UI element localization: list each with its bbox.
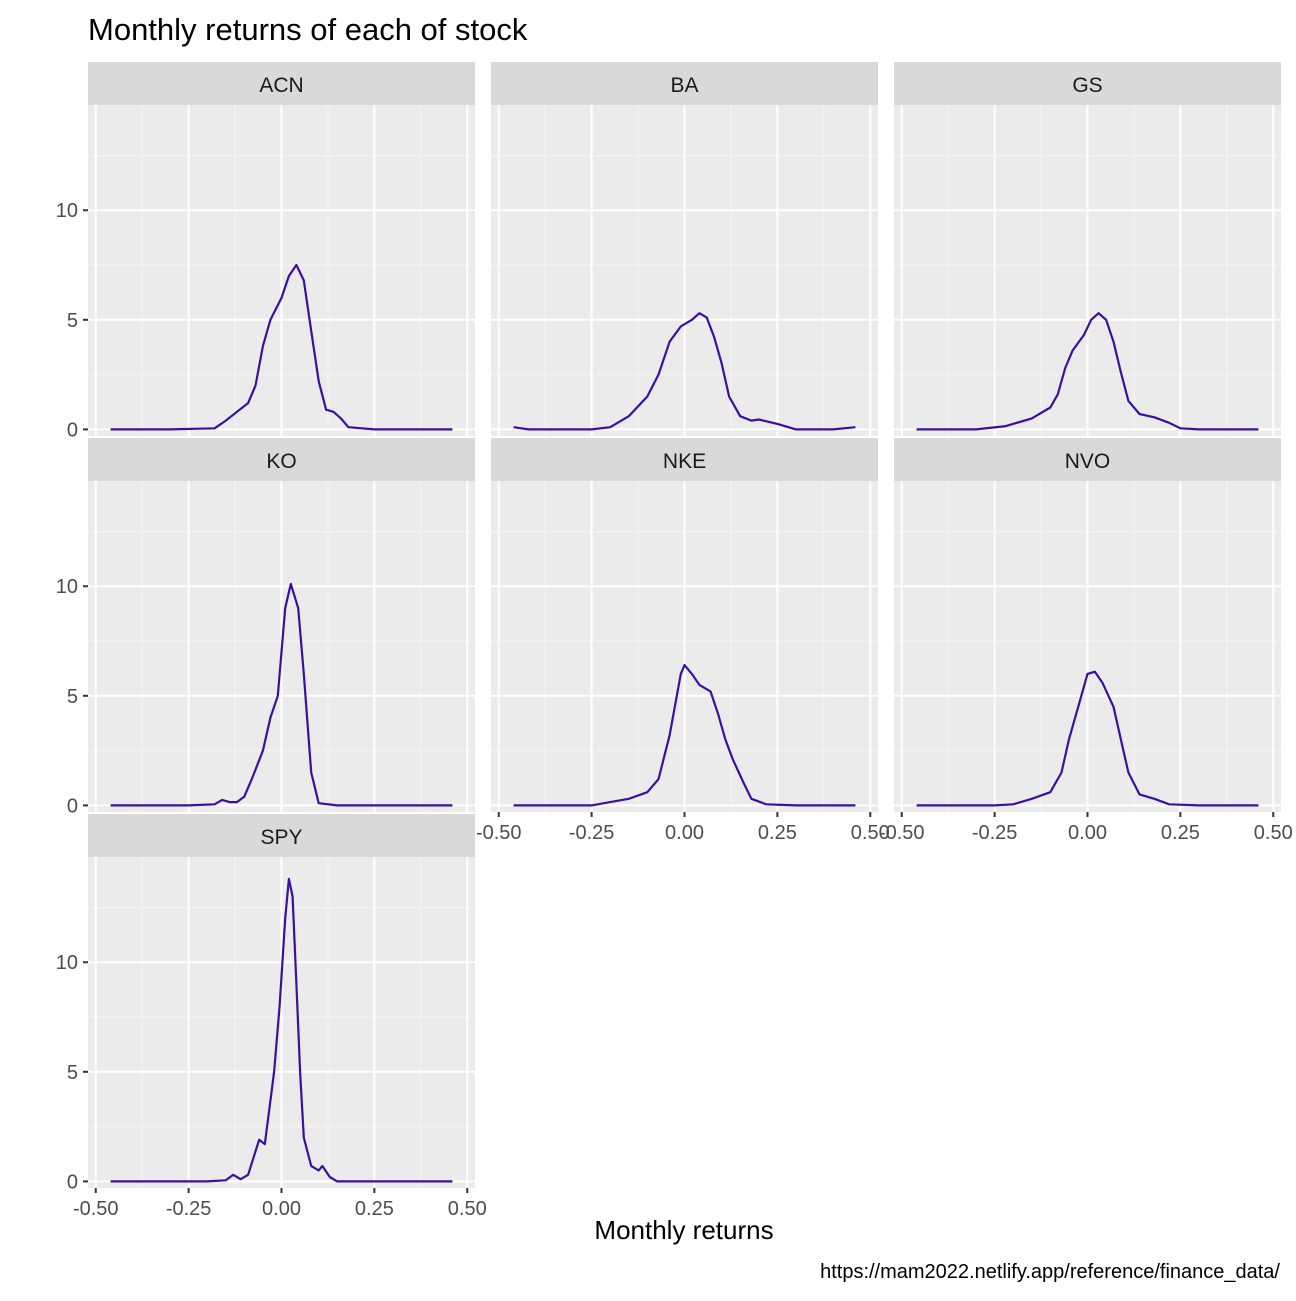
chart-title: Monthly returns of each of stock xyxy=(88,12,528,47)
caption: https://mam2022.netlify.app/reference/fi… xyxy=(820,1261,1280,1283)
strip-nvo xyxy=(894,438,1281,481)
y-tick-label: 5 xyxy=(67,1062,78,1084)
x-tick-label: -0.50 xyxy=(879,822,925,844)
x-tick-label: 0.00 xyxy=(1068,822,1107,844)
x-tick-label: -0.50 xyxy=(73,1198,119,1220)
strip-ba xyxy=(491,62,878,105)
y-tick-label: 0 xyxy=(67,795,78,817)
x-tick-label: 0.50 xyxy=(1254,822,1293,844)
strip-ko xyxy=(88,438,475,481)
x-tick-label: -0.50 xyxy=(476,822,522,844)
x-tick-label: 0.50 xyxy=(851,822,890,844)
y-tick-label: 10 xyxy=(56,576,78,598)
strip-label-gs: GS xyxy=(1072,74,1102,97)
y-tick-label: 5 xyxy=(67,686,78,708)
y-tick-label: 10 xyxy=(56,200,78,222)
y-tick-label: 0 xyxy=(67,1171,78,1193)
x-tick-label: -0.25 xyxy=(972,822,1018,844)
strip-label-spy: SPY xyxy=(260,826,302,849)
x-tick-label: 0.50 xyxy=(448,1198,487,1220)
x-tick-label: 0.00 xyxy=(665,822,704,844)
density-line-spy xyxy=(110,877,453,1183)
x-tick-label: 0.25 xyxy=(758,822,797,844)
density-line-ba xyxy=(513,312,856,431)
x-axis-title: Monthly returns xyxy=(594,1215,773,1245)
density-line-gs xyxy=(916,312,1259,431)
x-tick-label: -0.25 xyxy=(166,1198,212,1220)
strip-acn xyxy=(88,62,475,105)
x-tick-label: 0.00 xyxy=(262,1198,301,1220)
strip-label-nke: NKE xyxy=(663,450,706,473)
strip-label-acn: ACN xyxy=(259,74,303,97)
x-tick-label: 0.25 xyxy=(1161,822,1200,844)
strip-spy xyxy=(88,814,475,857)
strip-nke xyxy=(491,438,878,481)
x-tick-label: 0.25 xyxy=(355,1198,394,1220)
strip-gs xyxy=(894,62,1281,105)
density-line-ko xyxy=(110,582,453,807)
strip-label-ba: BA xyxy=(670,74,698,97)
density-line-nvo xyxy=(916,670,1259,807)
panels-layer: ACN 0 5 10 BA GS KO 0 5 10 NKE -0.50 -0.25 0.00 0.25 0.… xyxy=(56,62,1293,1220)
strip-label-ko: KO xyxy=(266,450,296,473)
y-tick-label: 0 xyxy=(67,419,78,441)
density-line-nke xyxy=(513,664,856,807)
y-tick-label: 10 xyxy=(56,952,78,974)
density-line-acn xyxy=(110,263,453,431)
x-tick-label: -0.25 xyxy=(569,822,615,844)
strip-label-nvo: NVO xyxy=(1065,450,1111,473)
y-tick-label: 5 xyxy=(67,310,78,332)
